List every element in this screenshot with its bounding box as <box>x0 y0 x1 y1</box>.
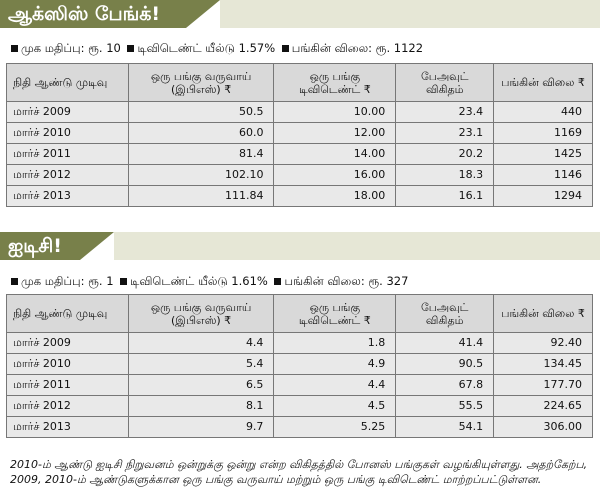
cell-payout: 67.8 <box>395 374 495 396</box>
cell-price: 1294 <box>493 185 593 207</box>
cell-eps: 111.84 <box>127 185 275 207</box>
section2-header-price: பங்கின் விலை ₹ <box>493 294 593 333</box>
cell-payout: 16.1 <box>395 185 495 207</box>
cell-payout: 90.5 <box>395 353 495 375</box>
cell-price: 134.45 <box>493 353 593 375</box>
cell-year: மார்ச் 2010 <box>6 353 129 375</box>
section2-header-payout: பேஅவுட் விகிதம் <box>395 294 495 333</box>
table-row: மார்ச் 2013 9.7 5.25 54.1 306.00 <box>6 416 593 438</box>
cell-eps: 60.0 <box>127 122 275 144</box>
cell-dividend: 14.00 <box>273 143 397 165</box>
cell-dividend: 4.9 <box>273 353 397 375</box>
section2-title: ஐடிசி! <box>8 235 62 257</box>
section2-banner: ஐடிசி! <box>0 232 600 260</box>
cell-price: 177.70 <box>493 374 593 396</box>
cell-eps: 9.7 <box>127 416 275 438</box>
section1-header-payout: பேஅவுட் விகிதம் <box>395 63 495 102</box>
cell-eps: 4.4 <box>127 332 275 354</box>
cell-eps: 50.5 <box>127 101 275 123</box>
cell-year: மார்ச் 2012 <box>6 395 129 417</box>
cell-price: 224.65 <box>493 395 593 417</box>
cell-year: மார்ச் 2011 <box>6 143 129 165</box>
cell-dividend: 12.00 <box>273 122 397 144</box>
cell-payout: 20.2 <box>395 143 495 165</box>
cell-price: 306.00 <box>493 416 593 438</box>
section1-face-value: முக மதிப்பு: ரூ. 10 <box>21 41 121 55</box>
section2-header-eps: ஒரு பங்கு வருவாய் (இபிஎஸ்) ₹ <box>127 294 275 333</box>
cell-eps: 6.5 <box>127 374 275 396</box>
cell-payout: 23.1 <box>395 122 495 144</box>
section1-header-price: பங்கின் விலை ₹ <box>493 63 593 102</box>
section1-table: நிதி ஆண்டு முடிவு ஒரு பங்கு வருவாய் (இபி… <box>6 63 593 207</box>
section1-banner: ஆக்ஸிஸ் பேங்க்! <box>0 0 600 28</box>
section1-header-year: நிதி ஆண்டு முடிவு <box>6 63 129 102</box>
cell-dividend: 4.4 <box>273 374 397 396</box>
section1-dividend-yield: டிவிடெண்ட் யீல்டு 1.57% <box>137 41 276 55</box>
cell-eps: 102.10 <box>127 164 275 186</box>
cell-eps: 5.4 <box>127 353 275 375</box>
table-row: மார்ச் 2010 5.4 4.9 90.5 134.45 <box>6 353 593 375</box>
cell-year: மார்ச் 2013 <box>6 416 129 438</box>
cell-eps: 8.1 <box>127 395 275 417</box>
cell-price: 1169 <box>493 122 593 144</box>
cell-dividend: 4.5 <box>273 395 397 417</box>
cell-year: மார்ச் 2010 <box>6 122 129 144</box>
section2-header-year: நிதி ஆண்டு முடிவு <box>6 294 129 333</box>
section1-header-dividend: ஒரு பங்கு டிவிடெண்ட் ₹ <box>273 63 397 102</box>
cell-payout: 23.4 <box>395 101 495 123</box>
table-row: மார்ச் 2012 102.10 16.00 18.3 1146 <box>6 164 593 186</box>
cell-year: மார்ச் 2012 <box>6 164 129 186</box>
section2-meta: முக மதிப்பு: ரூ. 1 டிவிடெண்ட் யீல்டு 1.6… <box>8 274 408 290</box>
cell-price: 1146 <box>493 164 593 186</box>
footnote: 2010-ம் ஆண்டு ஐடிசி நிறுவனம் ஒன்றுக்கு ஒ… <box>10 458 588 486</box>
section1-meta: முக மதிப்பு: ரூ. 10 டிவிடெண்ட் யீல்டு 1.… <box>8 41 423 57</box>
cell-payout: 41.4 <box>395 332 495 354</box>
table-row: மார்ச் 2009 50.5 10.00 23.4 440 <box>6 101 593 123</box>
cell-price: 440 <box>493 101 593 123</box>
cell-price: 92.40 <box>493 332 593 354</box>
cell-eps: 81.4 <box>127 143 275 165</box>
cell-payout: 18.3 <box>395 164 495 186</box>
table-row: மார்ச் 2011 81.4 14.00 20.2 1425 <box>6 143 593 165</box>
section1-share-price: பங்கின் விலை: ரூ. 1122 <box>291 41 424 55</box>
section2-header-dividend: ஒரு பங்கு டிவிடெண்ட் ₹ <box>273 294 397 333</box>
cell-year: மார்ச் 2013 <box>6 185 129 207</box>
cell-dividend: 18.00 <box>273 185 397 207</box>
table-row: மார்ச் 2011 6.5 4.4 67.8 177.70 <box>6 374 593 396</box>
section2-face-value: முக மதிப்பு: ரூ. 1 <box>21 274 114 288</box>
section2-dividend-yield: டிவிடெண்ட் யீல்டு 1.61% <box>130 274 268 288</box>
cell-dividend: 5.25 <box>273 416 397 438</box>
section2-table: நிதி ஆண்டு முடிவு ஒரு பங்கு வருவாய் (இபி… <box>6 294 593 438</box>
table-row: மார்ச் 2013 111.84 18.00 16.1 1294 <box>6 185 593 207</box>
table-row: மார்ச் 2012 8.1 4.5 55.5 224.65 <box>6 395 593 417</box>
cell-payout: 55.5 <box>395 395 495 417</box>
cell-dividend: 1.8 <box>273 332 397 354</box>
cell-payout: 54.1 <box>395 416 495 438</box>
cell-price: 1425 <box>493 143 593 165</box>
cell-year: மார்ச் 2009 <box>6 332 129 354</box>
cell-dividend: 16.00 <box>273 164 397 186</box>
table-row: மார்ச் 2010 60.0 12.00 23.1 1169 <box>6 122 593 144</box>
section1-title: ஆக்ஸிஸ் பேங்க்! <box>8 3 161 25</box>
section2-share-price: பங்கின் விலை: ரூ. 327 <box>284 274 409 288</box>
table-row: மார்ச் 2009 4.4 1.8 41.4 92.40 <box>6 332 593 354</box>
cell-year: மார்ச் 2011 <box>6 374 129 396</box>
cell-year: மார்ச் 2009 <box>6 101 129 123</box>
cell-dividend: 10.00 <box>273 101 397 123</box>
section1-header-eps: ஒரு பங்கு வருவாய் (இபிஎஸ்) ₹ <box>127 63 275 102</box>
